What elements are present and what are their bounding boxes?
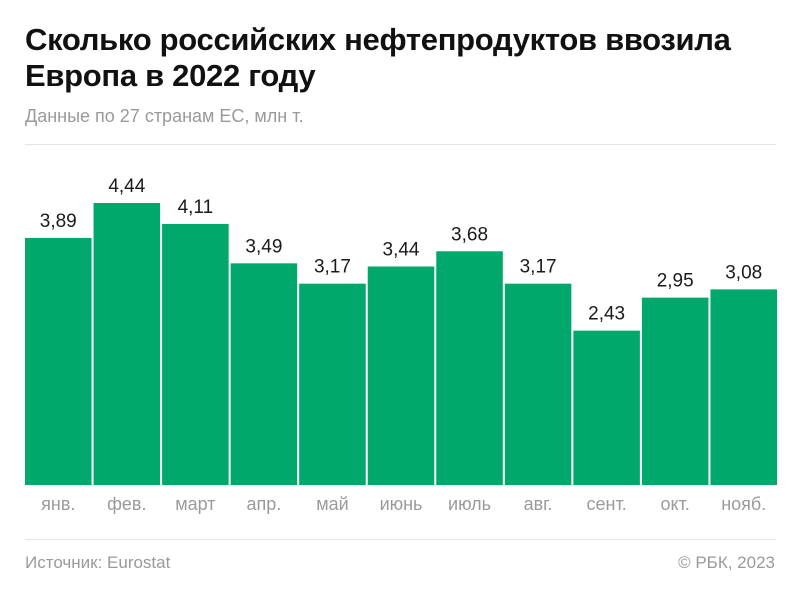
x-tick-label: март bbox=[175, 494, 215, 514]
bar-6 bbox=[436, 251, 503, 485]
data-label: 2,95 bbox=[657, 271, 694, 292]
subtitle: Данные по 27 странам ЕС, млн т. bbox=[25, 106, 304, 126]
data-label: 2,43 bbox=[588, 304, 625, 325]
data-label: 3,89 bbox=[40, 211, 77, 232]
bar-8 bbox=[573, 330, 640, 485]
x-tick-label: янв. bbox=[41, 494, 75, 514]
data-label: 4,11 bbox=[178, 197, 214, 218]
divider bbox=[25, 144, 776, 145]
bar-1 bbox=[93, 203, 161, 485]
data-label: 3,49 bbox=[245, 236, 282, 257]
data-label: 3,17 bbox=[520, 257, 557, 278]
source-note: Источник: Eurostat bbox=[25, 553, 171, 572]
divider bbox=[25, 539, 776, 540]
copyright: © РБК, 2023 bbox=[678, 553, 775, 572]
x-tick-label: май bbox=[316, 494, 348, 514]
bar-2 bbox=[162, 223, 229, 485]
data-label: 3,08 bbox=[725, 262, 762, 283]
bar-chart: 3,89 янв. 4,44 фев. 4,11 март 3,49 апр. 3,17 май 3… bbox=[25, 176, 777, 514]
x-tick-label: июнь bbox=[380, 494, 423, 514]
x-tick-label: фев. bbox=[107, 494, 146, 514]
bar-5 bbox=[367, 266, 435, 485]
bar-7 bbox=[504, 283, 572, 485]
x-tick-label: нояб. bbox=[721, 494, 766, 514]
bar-0 bbox=[25, 237, 92, 485]
data-label: 3,17 bbox=[314, 257, 351, 278]
x-tick-label: авг. bbox=[524, 494, 553, 514]
data-label: 3,44 bbox=[383, 240, 420, 261]
data-label: 4,44 bbox=[108, 176, 145, 197]
bar-10 bbox=[710, 289, 777, 485]
bar-3 bbox=[230, 263, 298, 485]
bar-4 bbox=[299, 283, 366, 485]
x-tick-label: окт. bbox=[661, 494, 690, 514]
data-label: 3,68 bbox=[451, 224, 488, 245]
bar-9 bbox=[641, 297, 709, 485]
x-tick-label: июль bbox=[448, 494, 491, 514]
page-title: Сколько российских нефтепродуктов ввозил… bbox=[25, 22, 731, 93]
x-tick-label: апр. bbox=[247, 494, 282, 514]
x-tick-label: сент. bbox=[587, 494, 627, 514]
